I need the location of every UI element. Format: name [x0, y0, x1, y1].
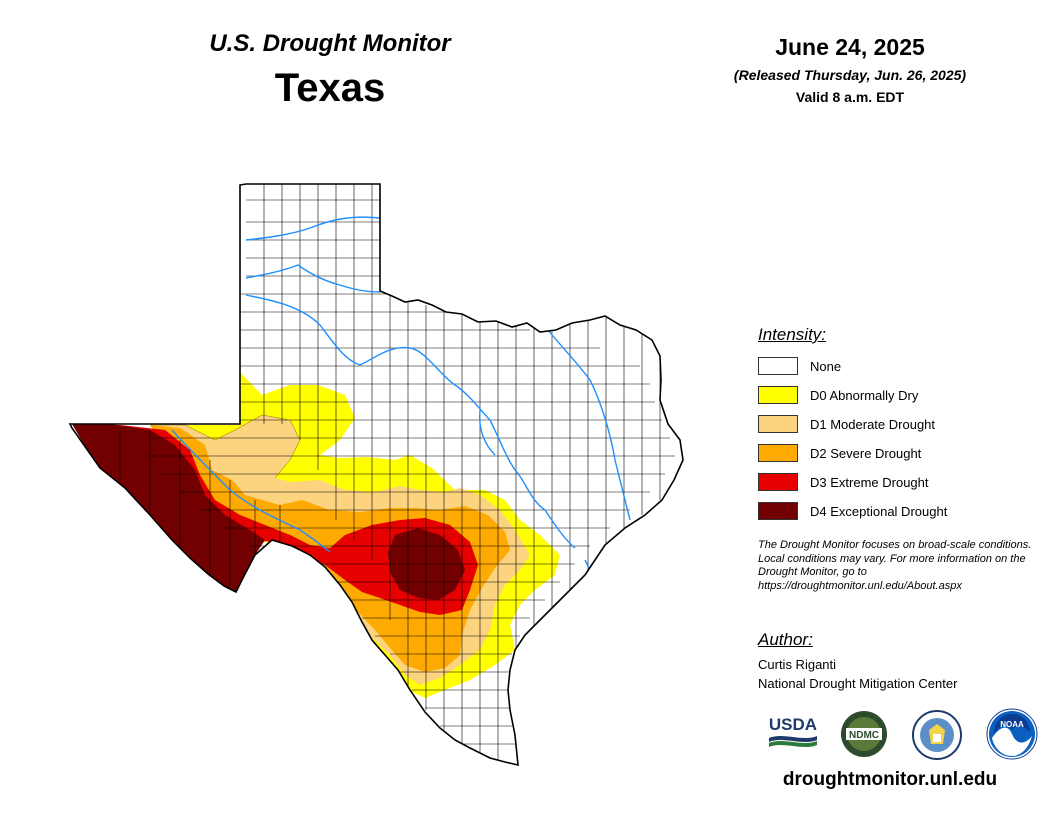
- legend-swatch-d0: [758, 386, 798, 404]
- legend-label-none: None: [810, 358, 842, 374]
- legend-swatch-none: [758, 357, 798, 375]
- noaa-logo: NOAA: [986, 708, 1038, 760]
- legend-swatch-d3: [758, 473, 798, 491]
- commerce-seal-logo: [912, 710, 962, 760]
- website-url[interactable]: droughtmonitor.unl.edu: [782, 769, 998, 790]
- author-title: Author:: [758, 630, 813, 649]
- legend-swatch-d4: [758, 502, 798, 520]
- usda-logo: USDA: [769, 715, 817, 747]
- legend-item-d1: D1 Moderate Drought: [758, 413, 935, 435]
- legend-item-d0: D0 Abnormally Dry: [758, 384, 918, 406]
- legend-item-none: None: [758, 355, 841, 377]
- rivers: [171, 216, 631, 591]
- author-organization: National Drought Mitigation Center: [758, 676, 958, 691]
- legend-item-d4: D4 Exceptional Drought: [758, 500, 947, 522]
- noaa-logo-text: NOAA: [1000, 720, 1024, 729]
- disclaimer-text: The Drought Monitor focuses on broad-sca…: [758, 539, 1032, 592]
- state-title: Texas: [274, 66, 386, 110]
- legend-swatch-d1: [758, 415, 798, 433]
- ndmc-logo-text: NDMC: [849, 730, 879, 741]
- release-date: (Released Thursday, Jun. 26, 2025): [733, 67, 967, 83]
- author-name: Curtis Riganti: [758, 657, 837, 672]
- legend-label-d1: D1 Moderate Drought: [810, 416, 936, 432]
- legend-label-d3: D3 Extreme Drought: [810, 474, 929, 490]
- legend-item-d3: D3 Extreme Drought: [758, 471, 929, 493]
- map-date: June 24, 2025: [775, 34, 925, 60]
- legend-label-d4: D4 Exceptional Drought: [810, 503, 948, 519]
- texas-drought-map: [69, 183, 684, 766]
- legend-title: Intensity:: [758, 325, 827, 344]
- usda-logo-text: USDA: [769, 715, 817, 734]
- legend-swatch-d2: [758, 444, 798, 462]
- legend-item-d2: D2 Severe Drought: [758, 442, 921, 464]
- ndmc-logo: NDMC: [841, 711, 887, 757]
- valid-time: Valid 8 a.m. EDT: [795, 89, 905, 105]
- legend-label-d0: D0 Abnormally Dry: [810, 387, 919, 403]
- county-boundaries: [119, 184, 675, 760]
- product-title: U.S. Drought Monitor: [209, 30, 451, 57]
- legend-label-d2: D2 Severe Drought: [810, 445, 922, 461]
